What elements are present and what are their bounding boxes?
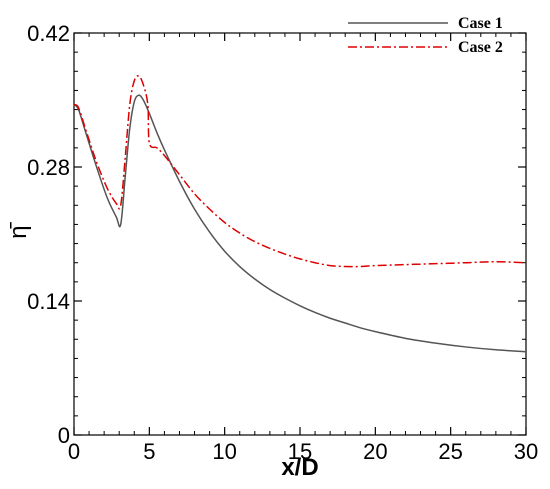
x-tick-label: 10 <box>212 439 236 464</box>
y-tick-labels: 0 0.14 0.28 0.42 <box>27 21 70 448</box>
y-ticks <box>74 32 526 436</box>
x-axis-title: x/D <box>281 454 318 481</box>
legend-label-case-2: Case 2 <box>458 39 503 56</box>
y-axis-title: η̄ <box>5 221 32 238</box>
plot-frame <box>73 32 527 436</box>
y-tick-label: 0 <box>58 423 70 448</box>
x-tick-label: 15 <box>288 439 312 464</box>
legend-label-case-1: Case 1 <box>458 15 503 32</box>
x-tick-label: 5 <box>143 439 155 464</box>
x-tick-label: 25 <box>438 439 462 464</box>
series-line-case-1 <box>73 94 527 353</box>
y-tick-label: 0.14 <box>27 289 70 314</box>
x-tick-label: 30 <box>514 439 538 464</box>
legend: Case 1 Case 2 <box>348 15 503 56</box>
x-tick-labels: 0 5 10 15 20 25 30 <box>68 439 538 464</box>
series-lines <box>73 75 527 353</box>
y-tick-label: 0.28 <box>27 155 70 180</box>
series-line-case-2 <box>73 75 527 268</box>
x-tick-label: 0 <box>68 439 80 464</box>
x-tick-label: 20 <box>363 439 387 464</box>
y-tick-label: 0.42 <box>27 21 70 46</box>
x-ticks <box>73 33 527 435</box>
plot-area: 0 5 10 15 20 25 30 0 0.14 0.28 0.42 <box>27 21 538 464</box>
